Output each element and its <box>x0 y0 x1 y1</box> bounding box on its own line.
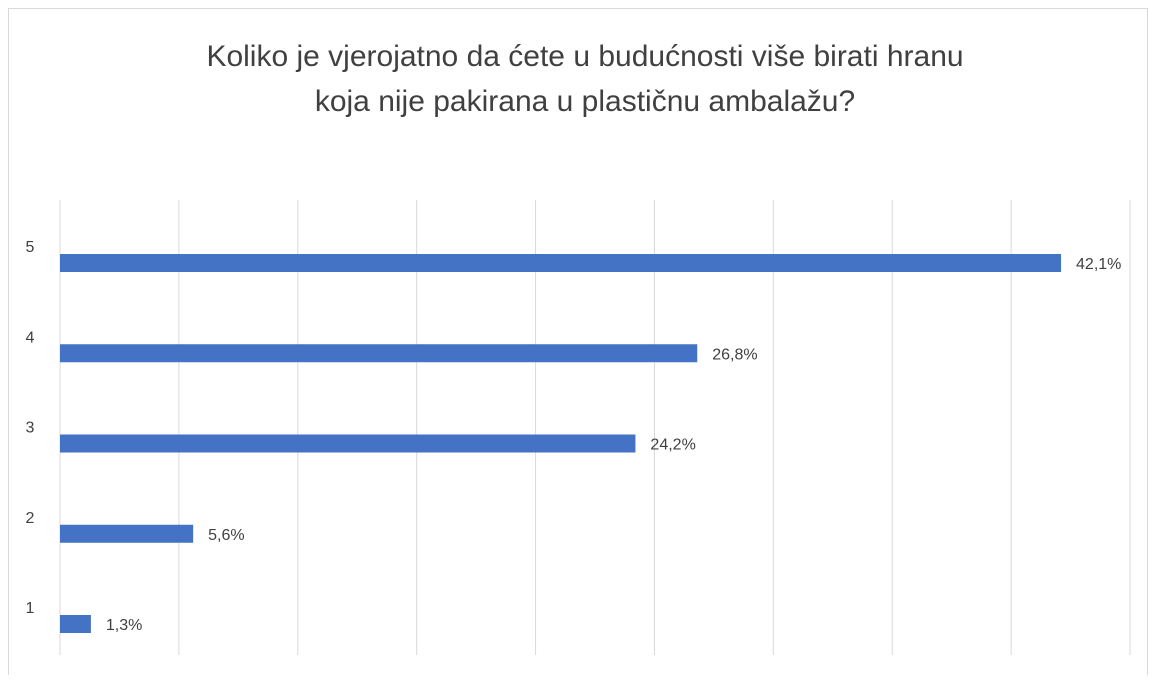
y-tick-label: 3 <box>26 420 35 437</box>
bar <box>60 524 194 543</box>
y-tick-label: 1 <box>26 600 35 617</box>
y-tick-label: 5 <box>26 239 35 256</box>
chart-title: Koliko je vjerojatno da ćete u budućnost… <box>206 40 963 73</box>
bar <box>60 254 1062 272</box>
data-label: 24,2% <box>650 437 695 454</box>
bar <box>60 344 698 363</box>
bar <box>60 434 636 453</box>
data-label: 1,3% <box>106 617 142 634</box>
data-label: 42,1% <box>1076 256 1121 273</box>
bar <box>60 615 91 633</box>
y-tick-label: 4 <box>26 329 35 346</box>
chart-title: koja nije pakirana u plastičnu ambalažu? <box>315 85 855 118</box>
y-tick-label: 2 <box>26 510 35 527</box>
data-label: 26,8% <box>712 346 757 363</box>
data-label: 5,6% <box>208 527 244 544</box>
